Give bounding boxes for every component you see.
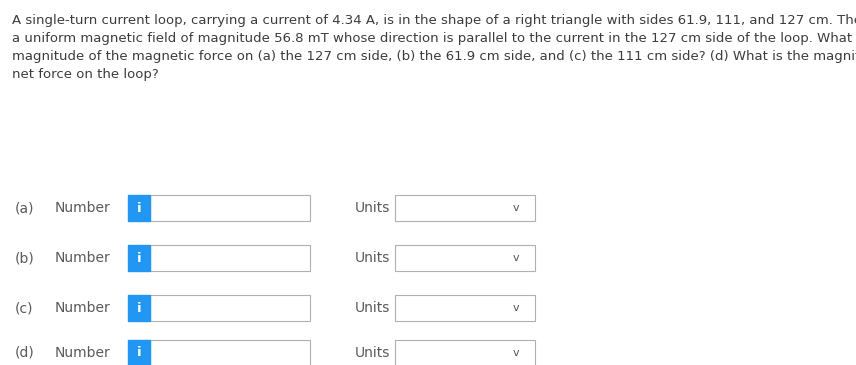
Text: i: i [137, 346, 141, 360]
FancyBboxPatch shape [128, 340, 150, 365]
Text: (d): (d) [15, 346, 35, 360]
Text: A single-turn current loop, carrying a current of 4.34 A, is in the shape of a r: A single-turn current loop, carrying a c… [12, 14, 856, 27]
Text: i: i [137, 301, 141, 315]
Text: Number: Number [55, 201, 110, 215]
Text: magnitude of the magnetic force on (a) the 127 cm side, (b) the 61.9 cm side, an: magnitude of the magnetic force on (a) t… [12, 50, 856, 63]
Text: Units: Units [355, 251, 390, 265]
Text: a uniform magnetic field of magnitude 56.8 mT whose direction is parallel to the: a uniform magnetic field of magnitude 56… [12, 32, 856, 45]
Text: (a): (a) [15, 201, 34, 215]
FancyBboxPatch shape [150, 245, 310, 271]
FancyBboxPatch shape [395, 195, 535, 221]
Text: Number: Number [55, 251, 110, 265]
Text: Number: Number [55, 346, 110, 360]
FancyBboxPatch shape [395, 295, 535, 321]
FancyBboxPatch shape [395, 245, 535, 271]
Text: v: v [513, 303, 519, 313]
FancyBboxPatch shape [128, 295, 150, 321]
Text: v: v [513, 253, 519, 263]
Text: (b): (b) [15, 251, 35, 265]
FancyBboxPatch shape [150, 340, 310, 365]
Text: v: v [513, 348, 519, 358]
Text: Units: Units [355, 346, 390, 360]
FancyBboxPatch shape [128, 195, 150, 221]
Text: (c): (c) [15, 301, 33, 315]
Text: i: i [137, 201, 141, 215]
Text: Units: Units [355, 301, 390, 315]
FancyBboxPatch shape [150, 295, 310, 321]
FancyBboxPatch shape [395, 340, 535, 365]
FancyBboxPatch shape [150, 195, 310, 221]
Text: net force on the loop?: net force on the loop? [12, 68, 158, 81]
Text: Number: Number [55, 301, 110, 315]
FancyBboxPatch shape [128, 245, 150, 271]
Text: v: v [513, 203, 519, 213]
Text: Units: Units [355, 201, 390, 215]
Text: i: i [137, 251, 141, 265]
